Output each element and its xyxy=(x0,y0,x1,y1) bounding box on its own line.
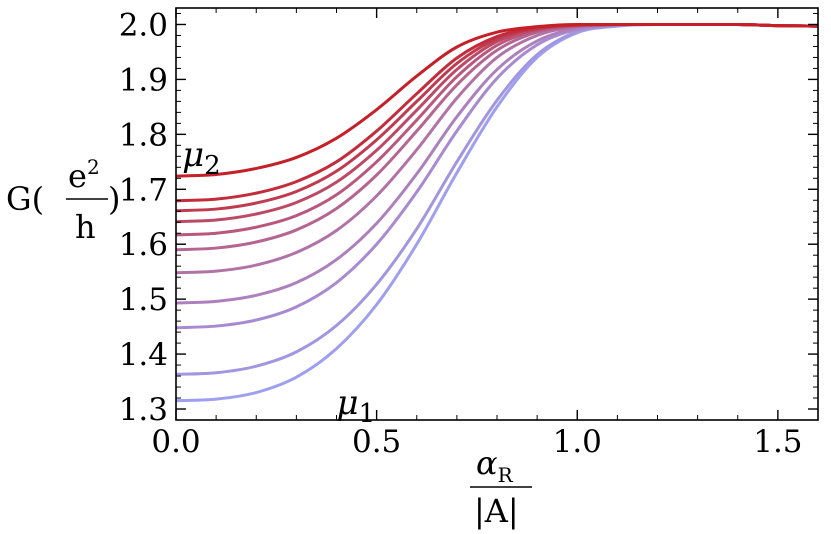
y-axis-label-denominator: h xyxy=(75,208,96,246)
series-line-1 xyxy=(175,22,819,403)
series-lines xyxy=(175,22,819,403)
series-line-5 xyxy=(175,22,819,275)
x-tick-label: 1.5 xyxy=(753,424,802,460)
x-tick-label: 0.0 xyxy=(151,424,200,460)
x-axis-label-denominator: |A| xyxy=(474,492,519,530)
y-axis-label-prefix: G( xyxy=(6,180,44,218)
y-tick-label: 1.3 xyxy=(119,392,168,428)
y-tick-label: 2.0 xyxy=(119,7,168,43)
x-tick-label: 0.5 xyxy=(352,424,401,460)
y-tick-label: 1.6 xyxy=(119,227,168,263)
axis-tick-labels: 0.0 0.5 1.0 1.5 1.3 1.4 1.5 1.6 1.7 1.8 1.9 2.0 xyxy=(119,7,803,460)
y-axis-label: G( e2 h ) xyxy=(6,155,120,246)
axis-ticks xyxy=(175,8,819,421)
annotation-mu1: μ1 xyxy=(337,383,376,429)
annotation-mu2: μ2 xyxy=(182,135,221,181)
y-tick-label: 1.5 xyxy=(119,282,168,318)
x-tick-label: 1.0 xyxy=(553,424,602,460)
y-tick-label: 1.7 xyxy=(119,172,168,208)
x-axis-label-numerator: αR xyxy=(476,444,514,487)
y-tick-label: 1.8 xyxy=(119,117,168,153)
y-axis-label-numerator: e2 xyxy=(68,155,100,195)
y-axis-label-suffix: ) xyxy=(108,180,120,218)
y-tick-label: 1.4 xyxy=(119,337,168,373)
y-tick-label: 1.9 xyxy=(119,62,168,98)
series-line-8 xyxy=(175,22,819,224)
series-line-9 xyxy=(175,22,819,213)
x-axis-label: αR |A| xyxy=(470,444,532,530)
series-line-11 xyxy=(175,22,819,178)
